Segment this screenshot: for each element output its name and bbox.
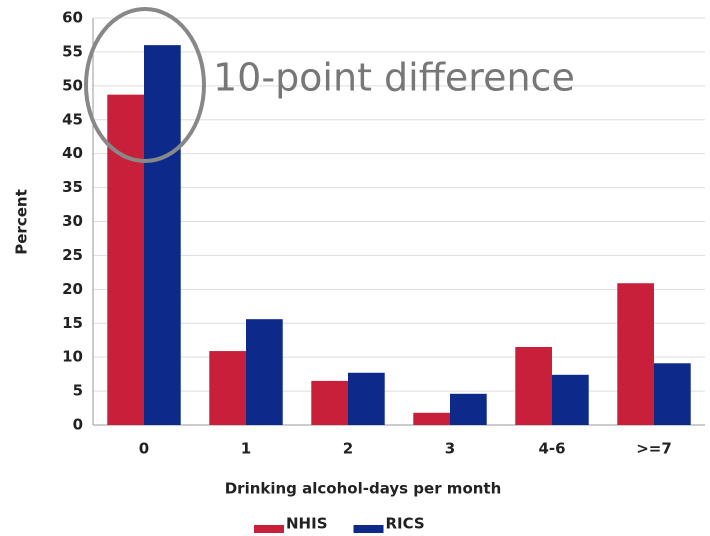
legend-label: RICS: [386, 515, 425, 533]
y-tick-label: 30: [62, 212, 83, 230]
y-axis-label: Percent: [13, 189, 31, 254]
bar: [348, 372, 385, 425]
legend-swatch: [353, 525, 384, 533]
bar: [144, 45, 181, 426]
y-tick-label: 20: [62, 280, 83, 298]
x-tick-label: 3: [445, 440, 455, 458]
annotation: 10-point difference: [213, 56, 575, 100]
y-tick-label: 50: [62, 76, 83, 94]
bar: [311, 380, 348, 425]
y-tick-label: 15: [62, 314, 83, 332]
y-tick-label: 60: [62, 9, 83, 27]
bar: [246, 319, 283, 425]
bar: [515, 346, 552, 425]
legend-swatch: [254, 525, 284, 533]
y-tick-label: 25: [62, 246, 83, 264]
legend-label: NHIS: [286, 515, 328, 533]
x-tick-label: >=7: [636, 440, 672, 458]
bar: [107, 94, 144, 425]
y-tick-label: 5: [73, 382, 83, 400]
y-tick-label: 0: [73, 416, 83, 434]
x-tick-label: 4-6: [538, 440, 565, 458]
x-tick-label: 2: [343, 440, 353, 458]
bar: [617, 283, 654, 425]
y-tick-label: 40: [62, 144, 83, 162]
bar: [413, 412, 450, 425]
x-axis-label: Drinking alcohol-days per month: [225, 480, 502, 498]
bar: [654, 363, 691, 425]
highlight-circle: [84, 7, 206, 163]
x-tick-label: 0: [139, 440, 149, 458]
bar: [450, 393, 487, 425]
x-tick-label: 1: [241, 440, 251, 458]
y-tick-label: 55: [62, 42, 83, 60]
y-tick-label: 10: [62, 348, 83, 366]
bar: [209, 351, 246, 425]
bar: [552, 374, 589, 425]
y-tick-label: 35: [62, 178, 83, 196]
y-tick-label: 45: [62, 110, 83, 128]
